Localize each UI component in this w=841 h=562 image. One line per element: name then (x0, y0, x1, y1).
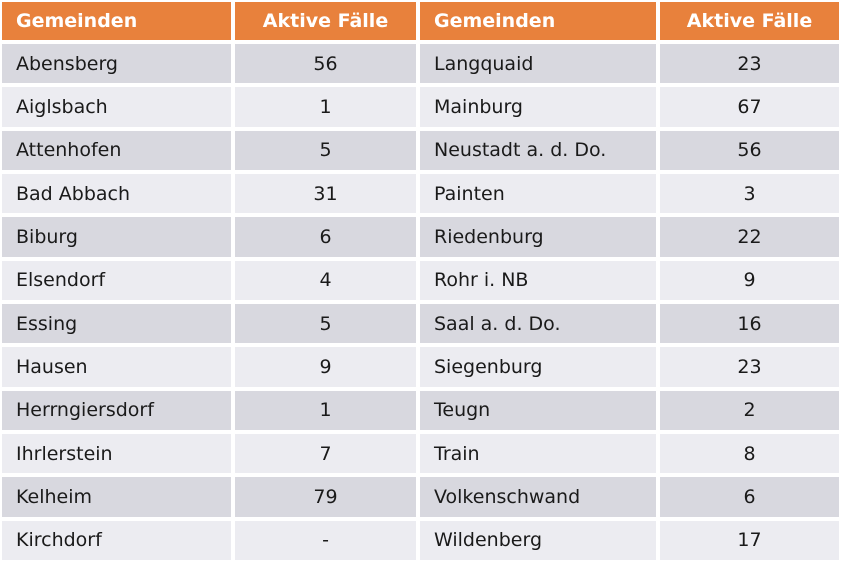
faelle-cell: 9 (235, 347, 416, 387)
gemeinde-cell: Siegenburg (420, 347, 656, 387)
faelle-cell: 1 (235, 390, 416, 430)
faelle-cell: 8 (660, 433, 839, 474)
gemeinde-cell: Saal a. d. Do. (420, 303, 656, 344)
gemeinde-cell: Kelheim (2, 477, 231, 517)
faelle-cell: 1 (235, 87, 416, 127)
header-faelle-right: Aktive Fälle (660, 2, 839, 40)
gemeinde-cell: Herrngiersdorf (2, 390, 231, 430)
gemeinde-cell: Essing (2, 303, 231, 344)
faelle-cell: 23 (660, 347, 839, 387)
gemeinde-cell: Painten (420, 173, 656, 214)
gemeinde-cell: Neustadt a. d. Do. (420, 130, 656, 170)
faelle-cell: 2 (660, 390, 839, 430)
header-faelle-left: Aktive Fälle (235, 2, 416, 40)
gemeinde-cell: Langquaid (420, 44, 656, 84)
faelle-cell: 9 (660, 260, 839, 300)
faelle-cell: 5 (235, 303, 416, 344)
faelle-cell: 4 (235, 260, 416, 300)
faelle-cell: 6 (660, 477, 839, 517)
faelle-cell: 23 (660, 44, 839, 84)
faelle-cell: 22 (660, 217, 839, 257)
faelle-cell: 7 (235, 433, 416, 474)
gemeinde-cell: Rohr i. NB (420, 260, 656, 300)
gemeinde-cell: Hausen (2, 347, 231, 387)
faelle-cell: 16 (660, 303, 839, 344)
gemeinde-cell: Ihrlerstein (2, 433, 231, 474)
faelle-cell: 31 (235, 173, 416, 214)
gemeinde-cell: Train (420, 433, 656, 474)
gemeinde-cell: Elsendorf (2, 260, 231, 300)
header-gemeinden-left: Gemeinden (2, 2, 231, 40)
faelle-cell: 56 (235, 44, 416, 84)
gemeinde-cell: Kirchdorf (2, 520, 231, 560)
gemeinde-cell: Mainburg (420, 87, 656, 127)
faelle-cell: 5 (235, 130, 416, 170)
faelle-cell: 67 (660, 87, 839, 127)
header-gemeinden-right: Gemeinden (420, 2, 656, 40)
faelle-cell: 17 (660, 520, 839, 560)
faelle-cell: 56 (660, 130, 839, 170)
gemeinde-cell: Aiglsbach (2, 87, 231, 127)
gemeinde-cell: Teugn (420, 390, 656, 430)
faelle-cell: 79 (235, 477, 416, 517)
gemeinde-cell: Volkenschwand (420, 477, 656, 517)
gemeinde-cell: Riedenburg (420, 217, 656, 257)
faelle-cell: 6 (235, 217, 416, 257)
gemeinde-cell: Attenhofen (2, 130, 231, 170)
gemeinde-cell: Abensberg (2, 44, 231, 84)
faelle-cell: - (235, 520, 416, 560)
faelle-cell: 3 (660, 173, 839, 214)
gemeinde-cell: Wildenberg (420, 520, 656, 560)
gemeinde-cell: Biburg (2, 217, 231, 257)
gemeinde-cell: Bad Abbach (2, 173, 231, 214)
